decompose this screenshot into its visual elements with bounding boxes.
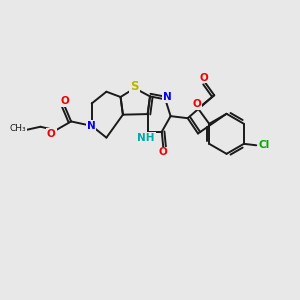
Text: CH₃: CH₃: [10, 124, 26, 133]
Text: O: O: [60, 96, 69, 106]
Text: N: N: [87, 121, 95, 131]
Text: Cl: Cl: [259, 140, 270, 150]
Text: N: N: [163, 92, 172, 102]
Text: O: O: [193, 99, 201, 110]
Text: S: S: [130, 80, 139, 93]
Text: O: O: [47, 129, 56, 139]
Text: O: O: [159, 147, 168, 158]
Text: NH: NH: [137, 133, 155, 142]
Text: O: O: [200, 73, 208, 82]
